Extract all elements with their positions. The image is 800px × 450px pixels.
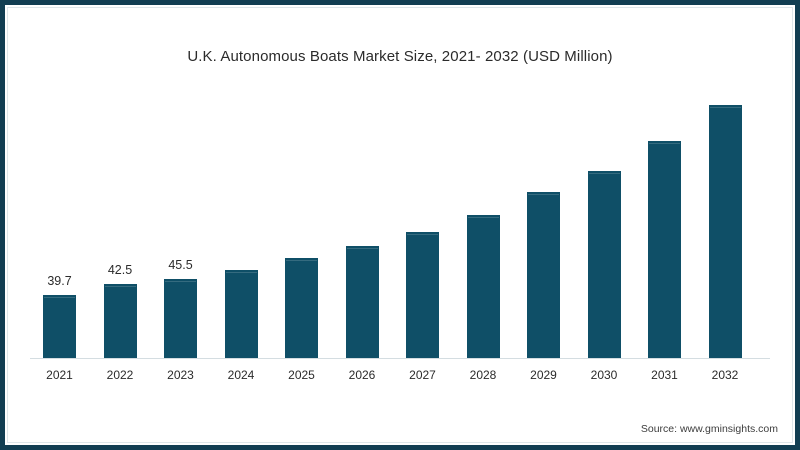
bar-2021 bbox=[43, 295, 76, 358]
bar-value-label-2023: 45.5 bbox=[168, 258, 193, 272]
x-axis-line bbox=[30, 358, 770, 359]
bar-2030 bbox=[587, 171, 621, 358]
bar-2031 bbox=[648, 141, 681, 358]
x-tick-label-2027: 2027 bbox=[409, 368, 436, 382]
x-tick-label-2021: 2021 bbox=[46, 368, 73, 382]
x-tick-label-2022: 2022 bbox=[106, 368, 134, 382]
source-note: Source: www.gminsights.com bbox=[640, 423, 778, 435]
x-tick-label-2030: 2030 bbox=[590, 368, 618, 382]
x-tick-label-2028: 2028 bbox=[469, 368, 497, 382]
bar-2028 bbox=[466, 215, 500, 358]
x-tick-label-2032: 2032 bbox=[711, 368, 739, 382]
bar-value-label-2022: 42.5 bbox=[107, 263, 133, 277]
x-tick-label-2026: 2026 bbox=[348, 368, 376, 382]
bar-value-label-2021: 39.7 bbox=[47, 274, 72, 288]
x-tick-label-2024: 2024 bbox=[227, 368, 255, 382]
page-title: U.K. Autonomous Boats Market Size, 2021-… bbox=[187, 48, 613, 65]
bar-2032 bbox=[708, 105, 742, 358]
bar-2022 bbox=[103, 284, 137, 358]
bar-2024 bbox=[224, 270, 258, 358]
x-tick-label-2031: 2031 bbox=[651, 368, 678, 382]
bar-2026 bbox=[345, 246, 379, 358]
bar-2025 bbox=[285, 258, 318, 358]
x-tick-label-2029: 2029 bbox=[530, 368, 557, 382]
x-tick-label-2023: 2023 bbox=[167, 368, 194, 382]
x-tick-label-2025: 2025 bbox=[288, 368, 315, 382]
bar-2023 bbox=[164, 279, 197, 358]
bar-2029 bbox=[527, 192, 560, 358]
bar-2027 bbox=[406, 232, 439, 358]
